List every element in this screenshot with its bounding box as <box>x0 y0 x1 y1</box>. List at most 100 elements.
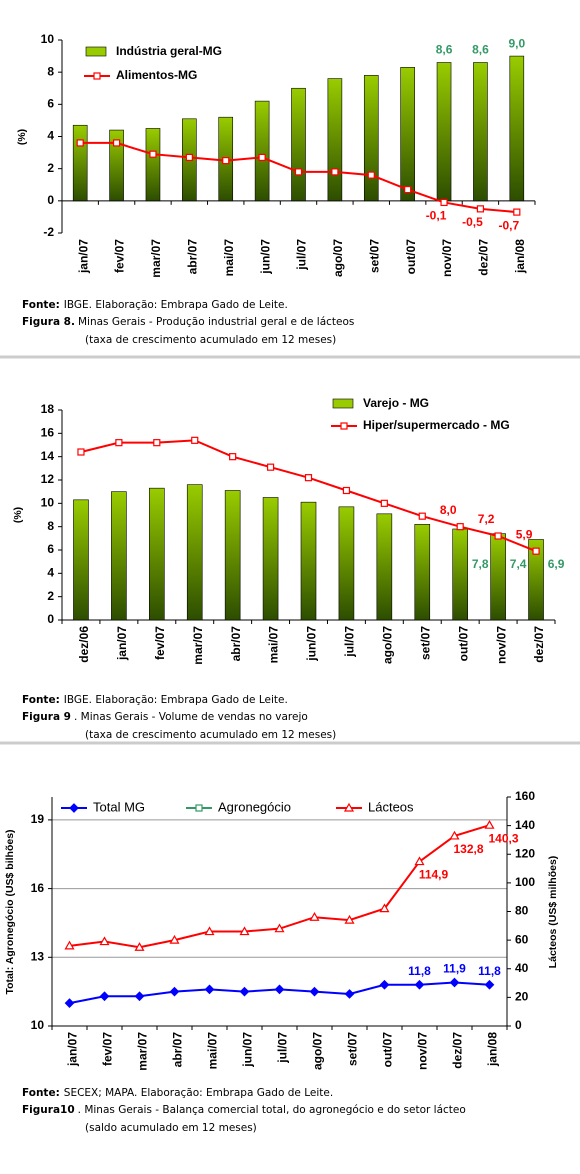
bar <box>145 128 161 202</box>
caption-text: Minas Gerais - Produção industrial geral… <box>78 316 354 328</box>
bar <box>300 501 317 621</box>
marker <box>294 168 303 176</box>
marker <box>77 448 85 456</box>
figure-caption: Figura 9. Minas Gerais - Volume de venda… <box>22 711 308 723</box>
legend-label: Agronegócio <box>218 799 291 814</box>
bar <box>73 499 89 621</box>
x-tick-label: mar/07 <box>191 626 205 665</box>
x-tick-label: mar/07 <box>149 239 163 278</box>
source: Fonte: SECEX; MAPA. Elaboração: Embrapa G… <box>22 1087 333 1099</box>
x-tick-label: nov/07 <box>416 1032 430 1070</box>
y-tick-label: 0 <box>47 612 54 626</box>
y-tick-label: 19 <box>31 812 45 826</box>
x-tick-label: ago/07 <box>381 626 395 664</box>
x-tick-label: nov/07 <box>494 626 508 664</box>
marker <box>449 977 460 988</box>
x-tick-label: abr/07 <box>229 626 243 662</box>
x-tick-label: jul/07 <box>276 1032 290 1064</box>
x-tick-label: ago/07 <box>331 239 345 277</box>
bar <box>376 513 393 621</box>
x-tick-label: out/07 <box>456 626 470 662</box>
x-tick-label: jun/07 <box>241 1032 255 1068</box>
data-label: -0,5 <box>462 215 483 229</box>
y-axis-title: Total: Agronegócio (US$ bilhões) <box>4 829 16 994</box>
legend-label: Lácteos <box>368 799 414 814</box>
x-tick-label: mai/07 <box>206 1032 220 1070</box>
bar <box>291 87 306 202</box>
data-label: 11,8 <box>478 964 501 978</box>
x-tick-label: dez/07 <box>451 1032 465 1069</box>
marker <box>379 979 390 990</box>
marker <box>274 923 285 933</box>
figure-label: Figura 9 <box>22 711 71 723</box>
legend-swatch <box>85 46 107 57</box>
y-axis-title: (%) <box>12 507 24 523</box>
marker <box>149 150 157 158</box>
bar <box>509 55 525 202</box>
bar <box>149 487 165 621</box>
source-label: Fonte: <box>22 1087 60 1099</box>
data-label: 7,8 <box>472 557 489 571</box>
x-tick-label: dez/06 <box>77 626 91 663</box>
x-tick-label: jan/07 <box>115 626 129 661</box>
bar <box>109 129 124 202</box>
marker <box>185 153 193 162</box>
bar <box>473 62 488 202</box>
y-tick-label: 10 <box>41 32 55 46</box>
x-tick-label: mar/07 <box>136 1032 150 1071</box>
marker <box>344 914 355 924</box>
x-tick-label: jul/07 <box>295 239 309 271</box>
y2-tick-label: 140 <box>515 818 535 832</box>
marker <box>449 830 460 840</box>
x-tick-label: jun/07 <box>305 626 319 662</box>
legend-label: Total MG <box>93 799 145 814</box>
data-label: 8,6 <box>472 43 489 57</box>
y-tick-label: 16 <box>41 426 55 440</box>
source: Fonte: IBGE. Elaboração: Embrapa Gado de … <box>22 299 288 311</box>
x-tick-label: fev/07 <box>101 1032 115 1066</box>
x-tick-label: dez/07 <box>477 239 491 276</box>
legend-label: Indústria geral-MG <box>116 44 222 58</box>
y-tick-label: 10 <box>41 496 55 510</box>
data-label: 5,9 <box>516 527 533 541</box>
y2-tick-label: 20 <box>515 990 529 1004</box>
marker <box>229 453 237 461</box>
legend-label: Alimentos-MG <box>116 68 197 82</box>
y-tick-label: 8 <box>47 519 54 533</box>
source-label: Fonte: <box>22 694 60 706</box>
marker <box>99 936 110 946</box>
caption-text: . Minas Gerais - Volume de vendas no var… <box>74 711 308 723</box>
marker <box>456 523 464 531</box>
x-tick-label: nov/07 <box>440 239 454 277</box>
marker <box>309 912 320 921</box>
marker <box>380 499 388 507</box>
x-tick-label: dez/07 <box>532 626 546 663</box>
data-label: 140,3 <box>488 831 518 845</box>
data-label: 7,2 <box>478 512 495 526</box>
bar <box>186 484 203 621</box>
marker <box>64 940 75 950</box>
source-text: SECEX; MAPA. Elaboração: Embrapa Gado de… <box>64 1087 333 1099</box>
y2-tick-label: 100 <box>515 875 535 889</box>
bar <box>224 490 241 621</box>
bar <box>400 67 415 202</box>
y-axis-title: (%) <box>16 129 28 145</box>
marker <box>340 422 348 430</box>
y2-tick-label: 120 <box>515 846 535 860</box>
marker <box>153 439 161 447</box>
x-tick-label: set/07 <box>346 1032 360 1066</box>
marker <box>309 986 320 997</box>
marker <box>204 926 215 936</box>
marker <box>484 979 495 990</box>
x-tick-label: jan/07 <box>66 1032 80 1067</box>
figure-label: Figura 8. <box>22 316 75 328</box>
legend-label: Hiper/supermercado - MG <box>363 418 510 432</box>
x-tick-label: out/07 <box>381 1032 395 1068</box>
y-tick-label: -2 <box>43 225 54 239</box>
marker <box>134 942 145 951</box>
y-tick-label: 2 <box>47 589 54 603</box>
bar <box>490 533 506 621</box>
y-tick-label: 16 <box>31 881 45 895</box>
legend-swatch <box>332 398 354 409</box>
